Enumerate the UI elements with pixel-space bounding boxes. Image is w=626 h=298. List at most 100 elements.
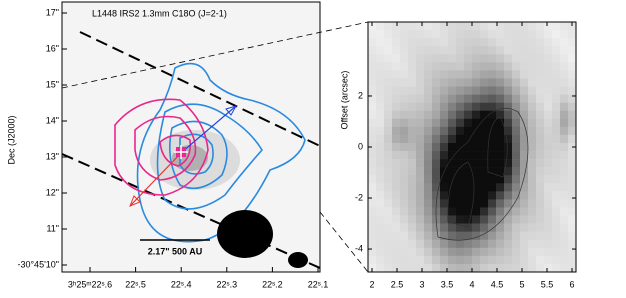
pv-cell (448, 94, 457, 103)
pv-cell (536, 46, 545, 55)
pv-cell (368, 78, 377, 87)
pv-cell (392, 159, 401, 168)
pv-cell (504, 102, 513, 112)
pv-cell (464, 263, 473, 273)
pv-cell (504, 134, 513, 144)
pv-cell (480, 159, 489, 168)
pv-cell (432, 110, 441, 120)
pv-cell (504, 118, 513, 128)
pv-cell (536, 110, 545, 120)
pv-cell (432, 126, 441, 136)
pv-cell (472, 110, 481, 120)
pv-cell (392, 255, 401, 265)
pv-cell (384, 239, 393, 249)
pv-cell (376, 151, 385, 160)
pv-cell (424, 134, 433, 144)
pv-cell (568, 191, 577, 200)
pv-cell (424, 126, 433, 136)
pv-cell (408, 239, 417, 249)
pv-cell (504, 70, 513, 79)
pv-cell (472, 22, 481, 31)
pv-cell (520, 46, 529, 55)
pv-cell (552, 159, 561, 168)
pv-cell (464, 151, 473, 160)
pv-cell (400, 22, 409, 31)
pv-cell (368, 126, 377, 136)
y-axis-label: Offset (arcsec) (339, 71, 349, 130)
pv-cell (432, 223, 441, 232)
pv-cell (496, 46, 505, 55)
pv-cell (416, 102, 425, 112)
pv-cell (456, 175, 465, 184)
pv-cell (376, 78, 385, 87)
pv-cell (560, 110, 569, 120)
pv-cell (384, 223, 393, 232)
pv-cell (384, 62, 393, 71)
pv-cell (368, 142, 377, 152)
pv-cell (456, 231, 465, 241)
pv-cell (520, 263, 529, 273)
pv-cell (408, 126, 417, 136)
pv-cell (512, 134, 521, 144)
pv-cell (392, 151, 401, 160)
pv-cell (456, 151, 465, 160)
pv-cell (384, 175, 393, 184)
pv-cell (448, 199, 457, 208)
pv-cell (408, 159, 417, 168)
pv-cell (432, 175, 441, 184)
pv-cell (392, 110, 401, 120)
pv-cell (536, 102, 545, 112)
pv-cell (552, 118, 561, 128)
pv-cell (456, 38, 465, 47)
pv-cell (416, 175, 425, 184)
pv-cell (416, 159, 425, 168)
pv-cell (376, 86, 385, 95)
pv-cell (416, 239, 425, 249)
pv-cell (480, 223, 489, 232)
pv-cell (552, 22, 561, 31)
pv-cell (392, 22, 401, 31)
pv-cell (440, 54, 449, 63)
pv-cell (384, 151, 393, 160)
pv-cell (560, 239, 569, 249)
pv-cell (568, 183, 577, 192)
pv-cell (552, 239, 561, 249)
pv-cell (544, 151, 553, 160)
pv-cell (544, 175, 553, 184)
pv-cell (496, 78, 505, 87)
pv-cell (464, 191, 473, 200)
pv-cell (456, 102, 465, 112)
pv-cell (520, 167, 529, 176)
pv-cell (560, 183, 569, 192)
pv-cell (464, 175, 473, 184)
pv-cell (448, 78, 457, 87)
pv-cell (528, 46, 537, 55)
pv-cell (528, 22, 537, 31)
pv-cell (464, 199, 473, 208)
pv-cell (416, 30, 425, 39)
pv-cell (376, 118, 385, 128)
pv-cell (448, 263, 457, 273)
y-tick-label: 2 (358, 90, 363, 100)
pv-cell (480, 102, 489, 112)
pv-cell (408, 86, 417, 95)
pv-cell (400, 191, 409, 200)
pv-cell (376, 54, 385, 63)
pv-cell (416, 110, 425, 120)
pv-cell (368, 54, 377, 63)
pv-cell (488, 263, 497, 273)
pv-cell (424, 215, 433, 224)
pv-cell (440, 78, 449, 87)
pv-cell (512, 22, 521, 31)
pv-cell (544, 126, 553, 136)
pv-cell (464, 239, 473, 249)
pv-cell (520, 118, 529, 128)
pv-cell (512, 30, 521, 39)
pv-cell (416, 255, 425, 265)
pv-cell (440, 175, 449, 184)
pv-cell (512, 199, 521, 208)
pv-cell (560, 94, 569, 103)
pv-cell (368, 175, 377, 184)
pv-cell (384, 94, 393, 103)
pv-cell (528, 70, 537, 79)
